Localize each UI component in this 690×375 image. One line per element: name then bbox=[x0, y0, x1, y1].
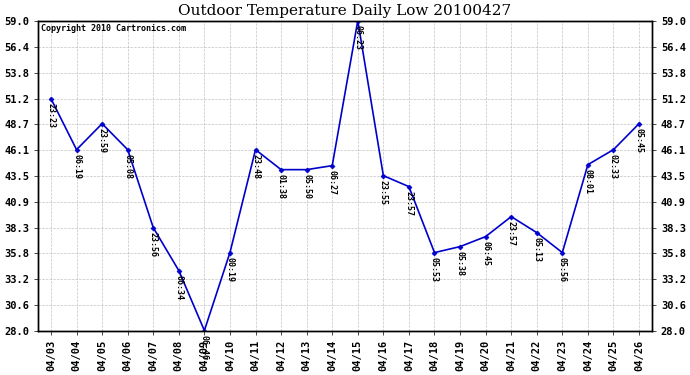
Text: 06:23: 06:23 bbox=[353, 25, 362, 50]
Text: 08:01: 08:01 bbox=[583, 169, 593, 194]
Text: Copyright 2010 Cartronics.com: Copyright 2010 Cartronics.com bbox=[41, 24, 186, 33]
Text: 05:53: 05:53 bbox=[430, 257, 439, 282]
Text: 23:23: 23:23 bbox=[46, 103, 55, 128]
Text: 05:50: 05:50 bbox=[302, 174, 311, 199]
Text: 23:55: 23:55 bbox=[379, 180, 388, 205]
Text: 00:19: 00:19 bbox=[226, 257, 235, 282]
Text: 06:27: 06:27 bbox=[328, 170, 337, 195]
Text: 05:56: 05:56 bbox=[558, 257, 566, 282]
Text: 06:34: 06:34 bbox=[175, 275, 184, 300]
Text: 05:45: 05:45 bbox=[635, 128, 644, 153]
Text: 23:56: 23:56 bbox=[149, 232, 158, 257]
Text: 06:19: 06:19 bbox=[72, 154, 81, 179]
Text: 23:48: 23:48 bbox=[251, 154, 260, 179]
Text: 01:38: 01:38 bbox=[277, 174, 286, 199]
Text: 23:57: 23:57 bbox=[404, 191, 413, 216]
Text: 05:38: 05:38 bbox=[455, 251, 464, 276]
Text: 05:13: 05:13 bbox=[532, 237, 541, 262]
Text: 05:08: 05:08 bbox=[124, 154, 132, 179]
Text: 06:45: 06:45 bbox=[481, 241, 490, 266]
Text: 06:46: 06:46 bbox=[200, 335, 209, 360]
Text: 23:59: 23:59 bbox=[97, 128, 107, 153]
Title: Outdoor Temperature Daily Low 20100427: Outdoor Temperature Daily Low 20100427 bbox=[179, 4, 511, 18]
Text: 23:57: 23:57 bbox=[506, 221, 515, 246]
Text: 02:33: 02:33 bbox=[609, 154, 618, 179]
